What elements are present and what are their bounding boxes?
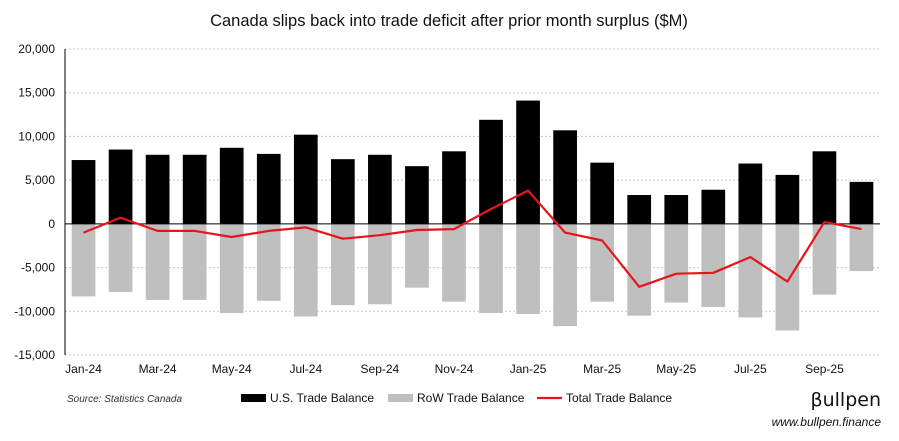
x-tick-label-7: Mar-25 bbox=[583, 362, 621, 376]
x-tick-label-6: Jan-25 bbox=[510, 362, 547, 376]
y-tick-label-6: -10,000 bbox=[14, 304, 55, 318]
x-tick-label-3: Jul-24 bbox=[289, 362, 322, 376]
row-bar-Apr-25 bbox=[627, 223, 652, 316]
x-tick-label-9: Jul-25 bbox=[734, 362, 767, 376]
row-bar-Sep-24 bbox=[368, 223, 392, 305]
row-bar-Mar-24 bbox=[145, 223, 170, 300]
us-bar-Sep-24 bbox=[368, 154, 392, 224]
us-bar-Mar-24 bbox=[145, 154, 170, 224]
y-tick-labels: 20,000 15,000 10,000 5,000 0 -5,000 -10,000 -15… bbox=[14, 42, 55, 362]
row-bar-Apr-24 bbox=[182, 223, 207, 300]
row-bar-Jan-25 bbox=[516, 223, 540, 314]
row-bar-Aug-25 bbox=[775, 223, 800, 331]
y-tick-label-2: 10,000 bbox=[18, 129, 55, 143]
us-bars bbox=[71, 100, 874, 224]
row-bar-Aug-24 bbox=[330, 223, 355, 306]
source-note: Source: Statistics Canada bbox=[67, 394, 182, 405]
row-bar-Nov-24 bbox=[442, 223, 466, 302]
us-bar-Jun-24 bbox=[256, 153, 281, 224]
us-bar-Aug-25 bbox=[775, 174, 800, 224]
x-tick-label-8: May-25 bbox=[656, 362, 696, 376]
us-bar-Jun-25 bbox=[701, 189, 726, 224]
us-bar-Feb-24 bbox=[108, 149, 133, 224]
us-bar-Jul-25 bbox=[738, 163, 763, 224]
row-bar-Feb-25 bbox=[553, 223, 577, 327]
us-bar-Jan-25 bbox=[516, 100, 540, 224]
row-bar-Sep-25 bbox=[812, 223, 837, 295]
us-bar-Apr-25 bbox=[627, 195, 652, 224]
x-tick-label-10: Sep-25 bbox=[805, 362, 844, 376]
us-bar-Oct-25 bbox=[849, 181, 874, 224]
legend-swatch-row bbox=[388, 394, 413, 402]
row-bar-May-25 bbox=[664, 223, 689, 303]
row-bar-Jun-24 bbox=[256, 223, 281, 301]
total-trade-balance-line bbox=[83, 189, 862, 288]
legend: U.S. Trade Balance RoW Trade Balance Tot… bbox=[241, 391, 672, 405]
row-bar-Jun-25 bbox=[701, 223, 726, 307]
row-bar-Mar-25 bbox=[590, 223, 615, 302]
x-tick-labels: Jan-24 Mar-24 May-24 Jul-24 Sep-24 Nov-24 Jan-… bbox=[65, 362, 844, 376]
legend-label-us: U.S. Trade Balance bbox=[270, 391, 374, 405]
x-tick-label-5: Nov-24 bbox=[435, 362, 474, 376]
y-tick-label-7: -15,000 bbox=[14, 348, 55, 362]
x-tick-label-2: May-24 bbox=[212, 362, 252, 376]
row-bar-Jan-24 bbox=[71, 223, 96, 297]
us-bar-Apr-24 bbox=[182, 154, 207, 224]
legend-label-row: RoW Trade Balance bbox=[417, 391, 525, 405]
legend-label-total: Total Trade Balance bbox=[566, 391, 672, 405]
brand-logo: βullpen bbox=[810, 389, 881, 411]
brand-url: www.bullpen.finance bbox=[772, 415, 882, 429]
us-bar-Jul-24 bbox=[293, 134, 318, 224]
row-bar-Feb-24 bbox=[108, 223, 133, 293]
us-bar-Jan-24 bbox=[71, 160, 96, 224]
row-bar-Jul-24 bbox=[293, 223, 318, 317]
us-bar-Nov-24 bbox=[442, 151, 466, 224]
x-tick-label-4: Sep-24 bbox=[361, 362, 400, 376]
row-bars bbox=[71, 223, 874, 331]
legend-swatch-us bbox=[241, 394, 266, 402]
row-bar-Jul-25 bbox=[738, 223, 763, 318]
row-bar-May-24 bbox=[219, 223, 244, 314]
y-tick-label-5: -5,000 bbox=[21, 261, 55, 275]
y-tick-label-3: 5,000 bbox=[25, 173, 55, 187]
row-bar-Oct-25 bbox=[849, 223, 874, 272]
us-bar-Aug-24 bbox=[330, 159, 355, 224]
row-bar-Oct-24 bbox=[405, 223, 429, 288]
y-tick-label-4: 0 bbox=[48, 217, 55, 231]
us-bar-May-24 bbox=[219, 147, 244, 224]
y-tick-label-1: 15,000 bbox=[18, 86, 55, 100]
us-bar-Mar-25 bbox=[590, 162, 615, 224]
us-bar-Sep-25 bbox=[812, 151, 837, 224]
us-bar-Feb-25 bbox=[553, 130, 577, 224]
chart-title: Canada slips back into trade deficit aft… bbox=[210, 12, 688, 30]
y-tick-label-0: 20,000 bbox=[18, 42, 55, 56]
us-bar-Dec-24 bbox=[479, 119, 503, 224]
row-bar-Dec-24 bbox=[479, 223, 503, 314]
us-bar-Oct-24 bbox=[405, 166, 429, 224]
x-tick-label-1: Mar-24 bbox=[139, 362, 177, 376]
x-tick-label-0: Jan-24 bbox=[65, 362, 102, 376]
us-bar-May-25 bbox=[664, 195, 689, 224]
